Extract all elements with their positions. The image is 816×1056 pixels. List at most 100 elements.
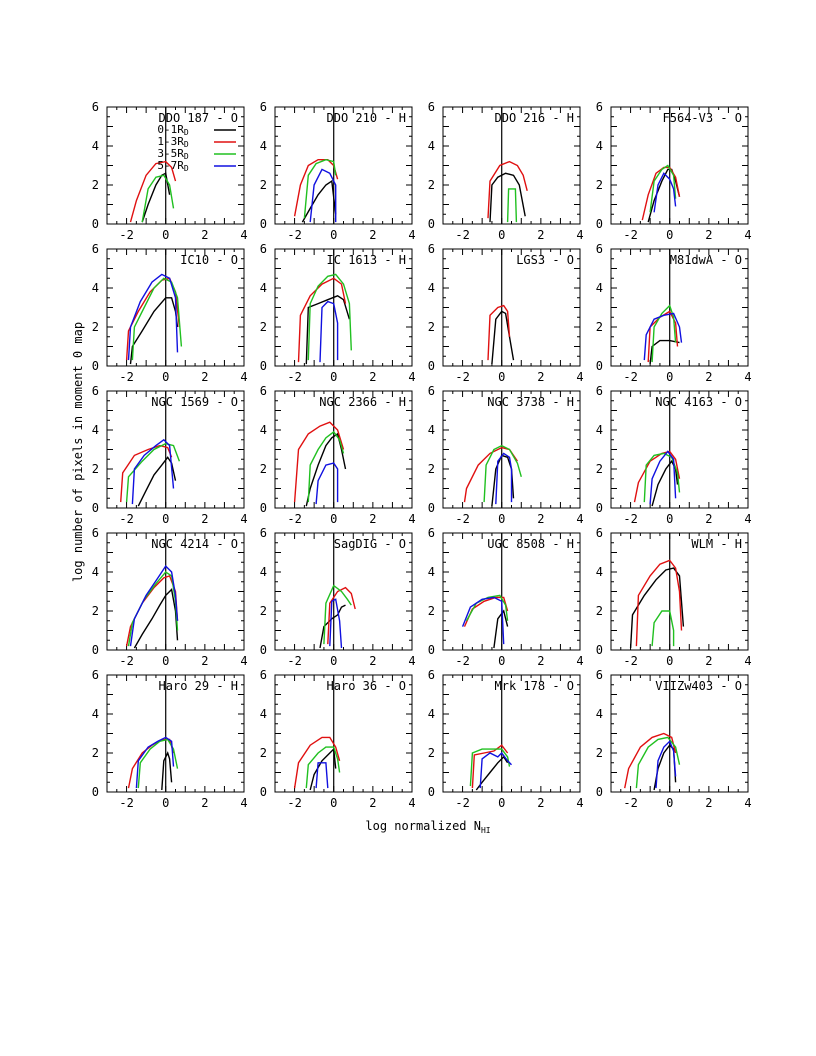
y-tick-label: 4 [428,707,435,721]
legend-label: 5-7RD [157,159,189,173]
y-tick-label: 6 [92,100,99,114]
y-tick-label: 2 [596,604,603,618]
series-line-5-7RD [329,598,343,649]
y-tick-label: 6 [92,526,99,540]
x-tick-label: 2 [705,796,712,810]
x-tick-label: -2 [623,654,637,668]
y-tick-label: 4 [92,565,99,579]
y-tick-label: 6 [428,526,435,540]
series-line-0-1RD [305,432,347,507]
x-tick-label: 4 [240,228,247,242]
y-tick-label: 2 [596,320,603,334]
x-tick-label: 2 [537,796,544,810]
x-tick-label: 0 [330,228,337,242]
y-tick-label: 2 [596,746,603,760]
y-tick-label: 2 [428,320,435,334]
y-tick-label: 4 [428,423,435,437]
x-tick-label: 0 [330,654,337,668]
panel-title: IC 1613 - H [327,253,406,267]
series-line-0-1RD [651,459,679,507]
panel-title: NGC 1569 - O [151,395,238,409]
y-tick-label: 2 [596,462,603,476]
x-axis-label-main: log normalized N [365,819,481,833]
x-tick-label: 4 [744,796,751,810]
y-tick-label: 0 [260,359,267,373]
y-tick-label: 0 [92,501,99,515]
series-line-1-3RD [297,277,347,363]
y-tick-label: 2 [92,746,99,760]
y-tick-label: 0 [596,643,603,657]
series-line-0-1RD [493,609,509,649]
series-line-1-3RD [129,160,177,223]
y-tick-label: 6 [260,242,267,256]
series-line-0-1RD [647,168,681,223]
x-tick-label: 2 [201,370,208,384]
y-tick-label: 0 [260,501,267,515]
series-line-3-5RD [635,736,681,789]
panel-title: Mrk 178 - O [495,679,574,693]
x-tick-label: -2 [623,796,637,810]
x-tick-label: 4 [576,654,583,668]
panel-9: -2 0 2 4 0 2 4 6 NGC 2366 - H [260,384,416,526]
panel-title: F564-V3 - O [663,111,742,125]
series-line-3-5RD [131,277,183,361]
x-tick-label: 2 [201,654,208,668]
y-tick-label: 0 [596,785,603,799]
y-tick-label: 6 [428,242,435,256]
x-tick-label: -2 [287,796,301,810]
y-tick-label: 0 [92,785,99,799]
x-tick-label: 0 [498,796,505,810]
series-line-1-3RD [487,160,528,219]
y-axis-label: log number of pixels in moment 0 map [71,322,85,582]
series-line-5-7RD [129,564,179,647]
panel-title: SagDIG - O [334,537,406,551]
series-line-5-7RD [135,736,175,789]
y-tick-label: 2 [260,178,267,192]
series-line-3-5RD [307,430,345,503]
x-tick-label: 4 [744,512,751,526]
series-line-3-5RD [125,442,181,503]
y-tick-label: 2 [260,320,267,334]
x-axis-label-sub: HI [481,826,491,835]
y-tick-label: 4 [92,139,99,153]
y-tick-label: 0 [596,217,603,231]
x-tick-label: 0 [498,370,505,384]
x-tick-label: 0 [666,228,673,242]
panel-11: -2 0 2 4 0 2 4 6 NGC 4163 - O [596,384,752,526]
series-line-5-7RD [131,438,175,505]
panel-title: LGS3 - O [516,253,574,267]
y-tick-label: 6 [596,668,603,682]
panel-0: -2 0 2 4 0 2 4 6 DDO 187 - O [92,100,248,242]
series-line-0-1RD [133,588,179,649]
panel-16: -2 0 2 4 0 2 4 6 Haro 29 - H [92,668,248,810]
y-tick-label: 6 [596,384,603,398]
y-tick-label: 2 [92,178,99,192]
x-tick-label: 4 [576,796,583,810]
x-tick-label: -2 [119,796,133,810]
x-tick-label: 4 [408,796,415,810]
x-tick-label: 4 [408,654,415,668]
series-line-0-1RD [649,339,680,365]
x-tick-label: -2 [287,228,301,242]
y-tick-label: 0 [428,643,435,657]
panel-title: DDO 210 - H [327,111,406,125]
panel-10: -2 0 2 4 0 2 4 6 NGC 3738 - H [428,384,584,526]
y-tick-label: 2 [428,604,435,618]
series-line-5-7RD [309,168,337,223]
x-tick-label: 4 [408,370,415,384]
x-tick-label: 2 [537,512,544,526]
series-line-3-5RD [307,273,352,361]
panel-15: -2 0 2 4 0 2 4 6 WLM - H [596,526,752,668]
series-line-1-3RD [624,732,677,789]
x-tick-label: 0 [666,654,673,668]
x-tick-label: -2 [119,228,133,242]
y-tick-label: 4 [596,139,603,153]
panel-4: -2 0 2 4 0 2 4 6 IC10 - O [92,242,248,384]
panel-title: NGC 4163 - O [655,395,742,409]
series-line-1-3RD [647,310,679,363]
series-line-5-7RD [495,452,513,505]
x-tick-label: 4 [240,796,247,810]
x-tick-label: -2 [623,228,637,242]
panel-18: -2 0 2 4 0 2 4 6 Mrk 178 - O [428,668,584,810]
